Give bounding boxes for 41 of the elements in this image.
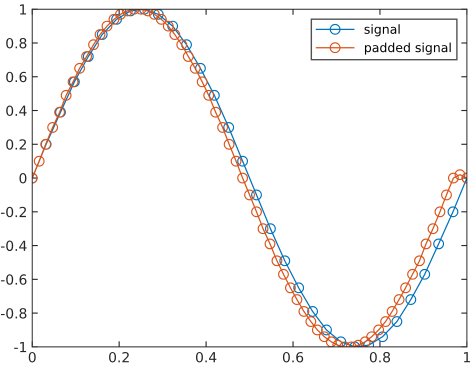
- y-tick-label: -0.6: [0, 274, 26, 285]
- point: [419, 268, 430, 280]
- point: [377, 331, 388, 342]
- y-tick-label: -0.4: [0, 240, 27, 252]
- point: [448, 206, 458, 218]
- point: [237, 156, 248, 167]
- y-tick-label: -0.2: [0, 206, 26, 218]
- point: [293, 282, 304, 294]
- y-tick-label: 0.2: [6, 139, 26, 150]
- y-tick-label: -1: [14, 342, 26, 352]
- point: [391, 316, 402, 327]
- point: [111, 14, 122, 25]
- y-tick-label: -0.8: [0, 308, 26, 319]
- point: [307, 306, 318, 317]
- point: [433, 238, 444, 250]
- point: [96, 29, 108, 40]
- point: [195, 62, 206, 74]
- point: [208, 90, 220, 101]
- point: [167, 20, 178, 32]
- y-tick-label: 0: [19, 173, 26, 184]
- x-tick-label: 0.2: [109, 352, 129, 362]
- y-tick-label: 0.4: [6, 105, 27, 116]
- point: [181, 39, 192, 50]
- x-tick-label: 0: [28, 352, 36, 362]
- legend-label: signal: [364, 24, 400, 36]
- point: [279, 255, 290, 266]
- x-tick-label: 0.8: [370, 352, 390, 362]
- point: [152, 9, 164, 20]
- point: [405, 294, 416, 306]
- y-tick-label: 0.6: [6, 72, 26, 82]
- legend-label: padded signal: [364, 42, 451, 55]
- point: [321, 324, 332, 336]
- x-tick-label: 0.6: [282, 352, 304, 362]
- point: [223, 122, 234, 133]
- y-tick-label: 1: [20, 4, 26, 14]
- x-tick-label: 1: [464, 352, 470, 362]
- y-tick-label: 0.8: [6, 38, 26, 48]
- point: [335, 336, 346, 347]
- point: [251, 190, 262, 200]
- x-tick-label: 0.4: [196, 352, 216, 362]
- point: [265, 223, 276, 234]
